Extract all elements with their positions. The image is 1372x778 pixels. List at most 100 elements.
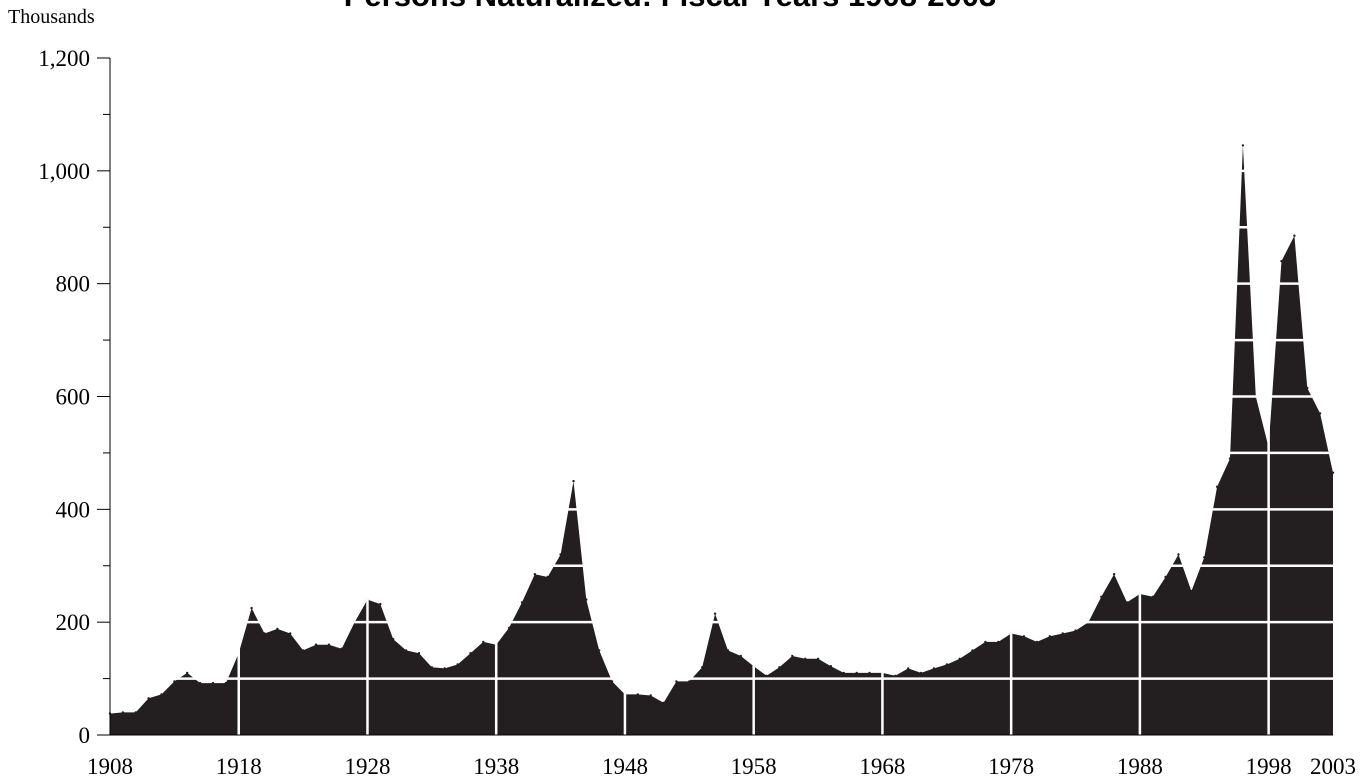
data-point-1919: [250, 606, 253, 610]
data-point-1973: [945, 663, 948, 666]
y-tick-label-800: 800: [56, 272, 91, 297]
data-point-1930: [392, 637, 395, 641]
data-point-1982: [1061, 632, 1064, 635]
y-tick-label-1200: 1,200: [38, 46, 90, 71]
x-tick-label-1908: 1908: [87, 754, 133, 778]
data-point-1910: [134, 711, 137, 714]
data-point-1953: [688, 680, 691, 683]
data-point-1935: [456, 663, 459, 666]
data-point-1980: [1035, 640, 1039, 644]
data-point-1945: [585, 598, 588, 601]
data-point-1979: [1022, 635, 1026, 638]
data-point-2002: [1318, 412, 1322, 415]
data-point-1993: [1203, 556, 1206, 559]
data-point-1946: [598, 649, 601, 652]
data-point-1991: [1177, 553, 1180, 556]
naturalization-area: [110, 145, 1333, 735]
area-layer: [108, 144, 1335, 735]
data-point-1939: [507, 626, 511, 629]
data-point-1970: [907, 667, 910, 670]
x-tick-label-1998: 1998: [1246, 754, 1292, 778]
data-point-1917: [224, 681, 228, 685]
tick-label-layer: 0 200 400 600 800 1,000 1,200 1908 1918 1928 1938 1…: [38, 46, 1356, 778]
x-tick-label-1948: 1948: [602, 754, 648, 778]
data-point-2000: [1293, 234, 1296, 237]
data-point-1922: [289, 632, 292, 635]
data-point-1911: [147, 697, 150, 700]
data-point-1965: [842, 671, 845, 675]
y-tick-label-200: 200: [56, 610, 91, 635]
data-point-1952: [675, 680, 678, 683]
y-tick-label-600: 600: [56, 385, 91, 410]
data-point-1936: [469, 652, 472, 655]
data-point-2001: [1306, 386, 1309, 390]
data-point-2003: [1331, 471, 1335, 474]
data-point-1915: [198, 681, 202, 685]
data-point-1955: [713, 612, 717, 615]
data-point-1961: [791, 654, 794, 658]
data-point-1967: [868, 671, 871, 675]
data-point-1981: [1048, 635, 1052, 638]
data-point-1929: [379, 602, 382, 606]
y-axis-unit-label: Thousands: [8, 6, 95, 28]
data-point-1909: [121, 711, 125, 714]
axis-layer: [97, 57, 1333, 736]
data-point-1962: [804, 657, 807, 660]
data-point-1933: [430, 666, 433, 669]
data-point-1986: [1112, 573, 1116, 576]
data-point-1920: [263, 632, 266, 635]
data-point-1937: [482, 640, 485, 644]
data-point-1932: [417, 652, 421, 655]
data-point-1951: [662, 701, 665, 704]
data-point-1994: [1215, 485, 1219, 488]
y-tick-label-0: 0: [79, 723, 91, 748]
data-point-1926: [340, 647, 343, 650]
x-tick-label-1958: 1958: [731, 754, 777, 778]
data-point-1959: [765, 674, 768, 677]
grid-layer: [110, 56, 1333, 735]
x-tick-label-1978: 1978: [988, 754, 1034, 778]
data-point-1971: [919, 671, 923, 675]
data-point-1914: [186, 671, 189, 675]
x-tick-label-2003: 2003: [1310, 754, 1356, 778]
data-point-1912: [160, 693, 163, 696]
data-point-1950: [649, 694, 652, 697]
data-point-1923: [301, 649, 305, 652]
data-point-1944: [572, 479, 575, 483]
data-point-1957: [739, 654, 742, 658]
x-tick-label-1938: 1938: [473, 754, 519, 778]
data-point-1956: [726, 649, 730, 652]
data-point-1947: [610, 680, 614, 683]
data-point-1966: [855, 671, 858, 675]
data-point-1954: [701, 666, 704, 669]
data-point-1960: [778, 666, 781, 669]
x-tick-label-1928: 1928: [344, 754, 390, 778]
x-tick-label-1918: 1918: [216, 754, 262, 778]
x-tick-label-1988: 1988: [1117, 754, 1163, 778]
data-point-1934: [443, 667, 446, 670]
data-point-1963: [816, 657, 820, 660]
data-point-1989: [1151, 595, 1155, 598]
y-tick-label-1000: 1,000: [38, 159, 90, 184]
x-tick-label-1968: 1968: [859, 754, 905, 778]
data-point-1996: [1241, 144, 1245, 147]
data-point-1974: [958, 657, 961, 660]
data-point-1983: [1074, 629, 1077, 632]
data-point-1976: [984, 640, 987, 644]
data-point-1913: [173, 680, 176, 683]
y-tick-label-400: 400: [56, 497, 91, 522]
data-point-1925: [327, 643, 331, 646]
data-point-1916: [211, 681, 215, 685]
data-point-1943: [559, 553, 562, 556]
data-point-1940: [520, 601, 524, 604]
data-point-1949: [636, 693, 639, 696]
data-point-1975: [971, 649, 974, 652]
data-point-1964: [829, 665, 833, 668]
data-point-1977: [997, 640, 1000, 644]
data-point-1942: [546, 575, 549, 579]
data-point-1990: [1164, 575, 1167, 579]
data-point-1985: [1100, 595, 1103, 598]
data-point-1995: [1228, 457, 1232, 460]
data-point-1969: [894, 674, 897, 677]
